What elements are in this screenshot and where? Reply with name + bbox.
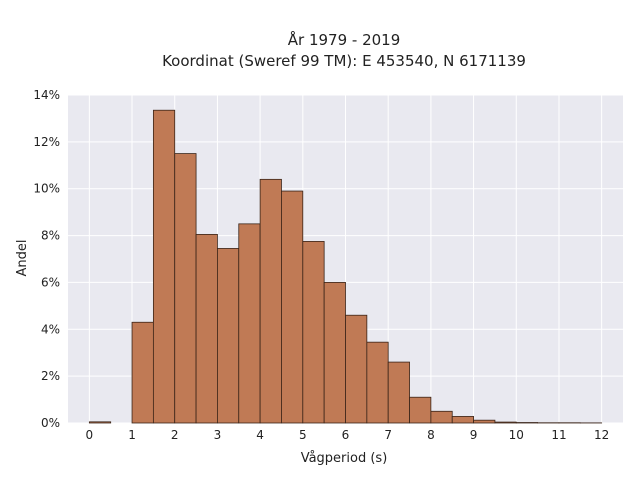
x-tick-label: 4 [256, 428, 264, 442]
x-axis-ticks: 0 1 2 3 4 5 6 7 8 9 10 11 12 [86, 428, 610, 442]
histogram-bar [387, 361, 410, 424]
y-tick-label: 12% [33, 135, 60, 149]
x-tick-label: 1 [128, 428, 136, 442]
histogram-bar [451, 416, 474, 424]
bars [88, 109, 603, 424]
chart-title-line2: Koordinat (Sweref 99 TM): E 453540, N 61… [162, 52, 526, 70]
histogram-bar [494, 421, 517, 424]
y-tick-label: 0% [41, 416, 60, 430]
histogram-bar [152, 109, 176, 424]
histogram-bar [345, 314, 368, 424]
y-axis-ticks: 0% 2% 4% 6% 8% 10% 12% 14% [33, 88, 60, 430]
y-tick-label: 14% [33, 88, 60, 102]
x-tick-label: 3 [214, 428, 222, 442]
y-tick-label: 8% [41, 229, 60, 243]
x-tick-label: 7 [384, 428, 392, 442]
histogram-bar [259, 178, 282, 424]
histogram-bar [281, 190, 304, 424]
x-tick-label: 12 [594, 428, 609, 442]
y-tick-label: 10% [33, 182, 60, 196]
x-tick-label: 0 [86, 428, 94, 442]
x-axis-label: Vågperiod (s) [301, 451, 388, 466]
y-tick-label: 6% [41, 275, 60, 289]
x-tick-label: 9 [470, 428, 478, 442]
x-tick-label: 8 [427, 428, 435, 442]
x-tick-label: 10 [509, 428, 524, 442]
histogram-bar [238, 223, 261, 424]
histogram-bar [195, 233, 218, 424]
histogram-bar [366, 341, 389, 424]
x-tick-label: 11 [551, 428, 566, 442]
histogram-bar [88, 421, 112, 424]
histogram-bar [473, 419, 496, 424]
histogram-bar [430, 410, 453, 424]
histogram-bar [409, 396, 432, 424]
x-tick-label: 2 [171, 428, 179, 442]
chart-title-line1: År 1979 - 2019 [288, 30, 401, 49]
histogram-bar [302, 241, 325, 424]
y-axis-label: Andel [15, 240, 30, 277]
x-tick-label: 6 [342, 428, 350, 442]
histogram-bar [174, 153, 197, 424]
histogram-bar [131, 321, 154, 424]
histogram-bar [323, 282, 346, 424]
y-tick-label: 2% [41, 369, 60, 383]
y-tick-label: 4% [41, 322, 60, 336]
histogram-bar [217, 248, 240, 424]
x-tick-label: 5 [299, 428, 307, 442]
